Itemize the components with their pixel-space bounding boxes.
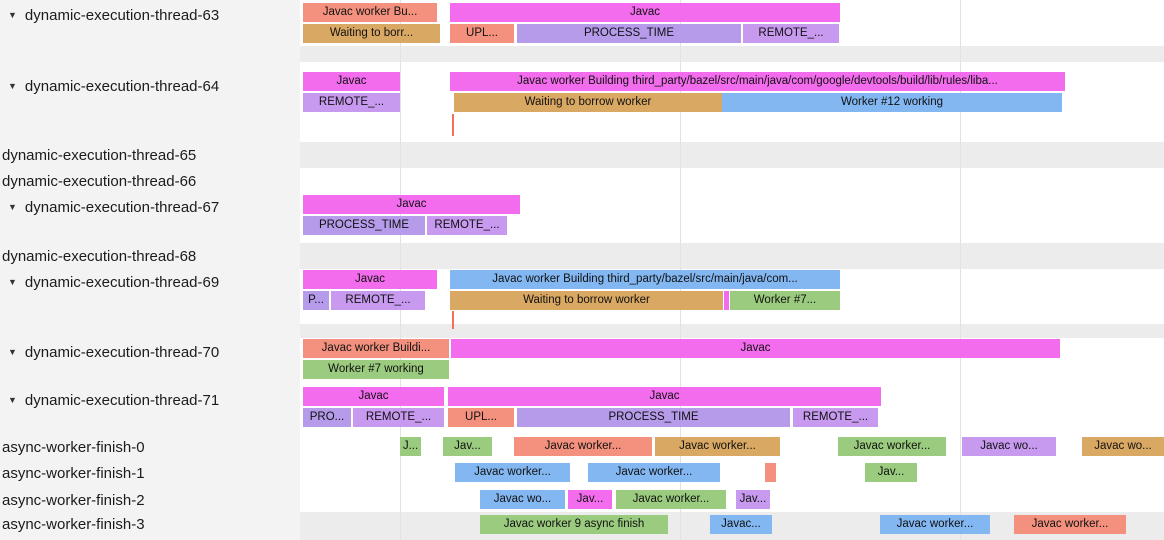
thread-row[interactable]: async-worker-finish-3 [0, 514, 300, 534]
thread-row[interactable]: ▼ dynamic-execution-thread-63 [0, 5, 300, 25]
thread-label-text: dynamic-execution-thread-71 [24, 391, 220, 409]
timeline-slice[interactable]: Javac wo... [1082, 437, 1164, 456]
timeline-slice[interactable]: UPL... [450, 24, 514, 43]
thread-row[interactable]: async-worker-finish-0 [0, 437, 300, 457]
thread-row[interactable]: dynamic-execution-thread-68 [0, 246, 300, 266]
timeline-slice[interactable]: REMOTE_... [331, 291, 425, 310]
thread-row[interactable]: dynamic-execution-thread-65 [0, 145, 300, 165]
timeline-slice[interactable]: Javac worker 9 async finish [480, 515, 668, 534]
thread-label-text: dynamic-execution-thread-67 [24, 198, 220, 216]
timeline-slice[interactable] [452, 114, 454, 136]
timeline-slice[interactable]: Jav... [568, 490, 612, 509]
timeline-slice[interactable]: Javac [451, 339, 1060, 358]
thread-label-text: dynamic-execution-thread-69 [24, 273, 220, 291]
timeline-slice[interactable] [765, 463, 776, 482]
row-stripe [300, 46, 1164, 62]
timeline-slice[interactable]: PROCESS_TIME [517, 408, 790, 427]
timeline-slice[interactable]: Javac [303, 270, 437, 289]
thread-row[interactable]: ▼ dynamic-execution-thread-71 [0, 390, 300, 410]
timeline-slice[interactable]: Worker #12 working [722, 93, 1062, 112]
timeline-slice[interactable]: Jav... [736, 490, 770, 509]
thread-label-text: async-worker-finish-3 [2, 515, 145, 533]
timeline-slice[interactable]: Javac [303, 387, 444, 406]
thread-label-text: dynamic-execution-thread-63 [24, 6, 220, 24]
row-stripe [300, 243, 1164, 269]
timeline-slice[interactable]: Javac worker Building third_party/bazel/… [450, 72, 1065, 91]
triangle-down-icon: ▼ [8, 10, 17, 20]
timeline-slice[interactable]: Waiting to borrow worker [450, 291, 723, 310]
timeline-slice[interactable]: Javac... [710, 515, 772, 534]
timeline-slice[interactable]: Javac [303, 72, 400, 91]
thread-label-text: async-worker-finish-0 [2, 438, 145, 456]
timeline-slice[interactable]: Javac worker Building third_party/bazel/… [450, 270, 840, 289]
timeline-slice[interactable] [724, 291, 729, 310]
timeline-slice[interactable]: Javac worker Buildi... [303, 339, 449, 358]
thread-row[interactable]: dynamic-execution-thread-66 [0, 171, 300, 191]
thread-row[interactable]: async-worker-finish-2 [0, 490, 300, 510]
gridline [960, 0, 961, 540]
thread-row[interactable]: ▼ dynamic-execution-thread-67 [0, 197, 300, 217]
thread-row[interactable]: ▼ dynamic-execution-thread-70 [0, 342, 300, 362]
timeline-slice[interactable]: Javac worker... [588, 463, 720, 482]
thread-label-text: dynamic-execution-thread-70 [24, 343, 220, 361]
timeline-slice[interactable]: REMOTE_... [303, 93, 400, 112]
thread-row[interactable]: ▼ dynamic-execution-thread-64 [0, 76, 300, 96]
timeline-slice[interactable]: Waiting to borr... [303, 24, 440, 43]
timeline-slice[interactable]: PRO... [303, 408, 351, 427]
timeline-slice[interactable]: PROCESS_TIME [517, 24, 741, 43]
timeline-slice[interactable]: Javac worker... [655, 437, 780, 456]
timeline-slice[interactable]: PROCESS_TIME [303, 216, 425, 235]
timeline-slice[interactable]: Javac worker... [838, 437, 946, 456]
timeline-slice[interactable]: REMOTE_... [743, 24, 839, 43]
triangle-down-icon: ▼ [8, 395, 17, 405]
timeline-slice[interactable]: Javac wo... [480, 490, 565, 509]
sidebar: ▼ dynamic-execution-thread-63 ▼ dynamic-exe… [0, 0, 300, 540]
timeline-slice[interactable] [452, 311, 454, 329]
timeline-slice[interactable]: Javac [303, 195, 520, 214]
row-stripe [300, 142, 1164, 168]
thread-label-text: dynamic-execution-thread-65 [2, 146, 197, 164]
thread-row[interactable]: ▼ dynamic-execution-thread-69 [0, 272, 300, 292]
triangle-down-icon: ▼ [8, 277, 17, 287]
timeline-slice[interactable]: UPL... [448, 408, 514, 427]
timeline-slice[interactable]: Jav... [865, 463, 917, 482]
thread-label-text: async-worker-finish-1 [2, 464, 145, 482]
timeline-slice[interactable]: Javac worker Bu... [303, 3, 437, 22]
triangle-down-icon: ▼ [8, 81, 17, 91]
triangle-down-icon: ▼ [8, 202, 17, 212]
timeline-slice[interactable]: Javac worker... [616, 490, 726, 509]
timeline-slice[interactable]: Javac [450, 3, 840, 22]
timeline-slice[interactable]: P... [303, 291, 329, 310]
timeline-slice[interactable]: Jav... [443, 437, 492, 456]
thread-row[interactable]: async-worker-finish-1 [0, 463, 300, 483]
timeline-slice[interactable]: Javac worker... [514, 437, 652, 456]
row-stripe [300, 324, 1164, 338]
thread-label-text: dynamic-execution-thread-66 [2, 172, 197, 190]
thread-label-text: async-worker-finish-2 [2, 491, 145, 509]
timeline-slice[interactable]: REMOTE_... [427, 216, 507, 235]
timeline-slice[interactable]: Javac [448, 387, 881, 406]
timeline-slice[interactable]: Worker #7... [730, 291, 840, 310]
timeline-slice[interactable]: Worker #7 working [303, 360, 449, 379]
timeline-slice[interactable]: REMOTE_... [793, 408, 878, 427]
timeline-slice[interactable]: Waiting to borrow worker [454, 93, 722, 112]
thread-label-text: dynamic-execution-thread-68 [2, 247, 197, 265]
triangle-down-icon: ▼ [8, 347, 17, 357]
timeline-slice[interactable]: Javac wo... [962, 437, 1056, 456]
thread-label-text: dynamic-execution-thread-64 [24, 77, 220, 95]
timeline-slice[interactable]: J... [400, 437, 421, 456]
timeline-slice[interactable]: Javac worker... [1014, 515, 1126, 534]
timeline-slice[interactable]: Javac worker... [880, 515, 990, 534]
timeline-slice[interactable]: Javac worker... [455, 463, 570, 482]
timeline-slice[interactable]: REMOTE_... [353, 408, 444, 427]
